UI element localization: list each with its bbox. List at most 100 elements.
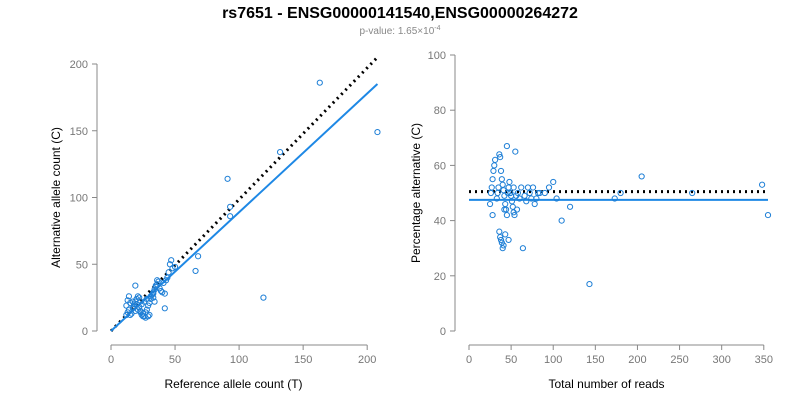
left-data-point	[227, 203, 234, 210]
left-data-point	[227, 213, 234, 220]
left-data-point	[192, 267, 199, 275]
left-data-point	[260, 294, 267, 301]
right-data-point	[512, 148, 519, 155]
right-data-point	[558, 217, 565, 224]
left-y-tick-label: 0	[82, 326, 88, 338]
right-data-point	[617, 189, 624, 197]
right-data-point	[499, 245, 506, 252]
left-data-point	[171, 263, 179, 271]
right-x-tick-label: 50	[505, 354, 517, 366]
right-data-point	[524, 184, 532, 191]
right-data-point	[496, 228, 503, 235]
right-data-point	[497, 234, 504, 241]
left-data-point	[374, 128, 381, 136]
right-data-point	[501, 192, 508, 199]
left-data-point	[151, 298, 158, 305]
right-data-point	[488, 184, 495, 191]
right-data-point	[511, 211, 518, 219]
right-x-tick-label: 150	[586, 354, 604, 366]
right-data-point	[501, 206, 508, 213]
right-data-point	[510, 184, 517, 191]
right-data-point	[505, 236, 512, 244]
left-x-tick-label: 50	[169, 354, 181, 366]
left-y-tick-label: 50	[76, 259, 88, 271]
left-data-point	[134, 293, 141, 300]
right-data-point	[505, 184, 512, 191]
right-data-point	[553, 195, 560, 202]
left-data-point	[161, 305, 168, 312]
left-data-point	[276, 149, 284, 156]
left-x-tick-label: 150	[294, 354, 312, 366]
right-data-point	[521, 192, 528, 199]
right-data-point	[611, 195, 618, 202]
right-data-point	[503, 142, 511, 150]
right-data-point	[503, 211, 511, 219]
right-x-tick-label: 200	[628, 354, 646, 366]
left-reference-line	[109, 56, 379, 333]
right-data-point	[507, 189, 514, 197]
left-data-point	[146, 311, 153, 319]
left-data-point	[127, 311, 134, 319]
right-x-tick-label: 0	[466, 354, 472, 366]
right-y-tick-label: 0	[440, 326, 446, 338]
right-data-point	[518, 184, 525, 191]
left-y-tick-label: 200	[70, 59, 88, 71]
left-data-point	[136, 294, 143, 301]
left-data-point	[132, 282, 139, 289]
right-data-point	[490, 167, 497, 175]
right-data-point	[498, 176, 505, 183]
right-y-axis-label: Percentage alternative (C)	[409, 123, 423, 263]
right-data-point	[759, 181, 766, 188]
right-data-point	[497, 236, 505, 244]
right-data-point	[531, 200, 538, 208]
left-data-point	[150, 290, 157, 297]
right-data-point	[499, 181, 506, 188]
right-y-tick-label: 80	[434, 105, 446, 117]
right-data-point	[541, 189, 548, 197]
right-data-point	[638, 173, 645, 180]
left-y-tick-label: 100	[70, 193, 88, 205]
right-y-tick-label: 60	[434, 160, 446, 172]
right-x-axis-label: Total number of reads	[548, 377, 664, 391]
right-x-tick-label: 350	[755, 354, 773, 366]
right-x-tick-label: 300	[712, 354, 730, 366]
left-y-tick-label: 150	[70, 126, 88, 138]
right-data-point	[502, 200, 509, 208]
right-data-point	[487, 189, 494, 197]
right-data-point	[486, 200, 494, 208]
right-data-point	[506, 178, 513, 186]
left-data-point	[154, 277, 161, 284]
right-data-point	[495, 184, 502, 191]
left-data-point	[137, 309, 144, 316]
right-x-tick-label: 100	[544, 354, 562, 366]
right-data-point	[492, 156, 499, 163]
left-data-point	[168, 257, 175, 264]
right-y-tick-label: 40	[434, 216, 446, 228]
right-data-point	[497, 167, 505, 175]
right-data-point	[489, 211, 496, 219]
right-data-point	[550, 178, 557, 186]
right-data-point	[545, 184, 553, 191]
left-y-axis-label: Alternative allele count (C)	[49, 127, 63, 268]
chart-title: rs7651 - ENSG00000141540,ENSG00000264272	[222, 5, 578, 22]
right-x-tick-label: 250	[670, 354, 688, 366]
left-data-point	[195, 253, 202, 260]
left-x-axis-label: Reference allele count (T)	[164, 377, 302, 391]
right-data-point	[519, 245, 527, 252]
right-data-point	[500, 242, 507, 249]
right-data-point	[491, 162, 498, 169]
right-data-point	[497, 154, 504, 161]
left-data-point	[161, 290, 168, 297]
right-data-point	[526, 189, 533, 197]
left-data-point	[143, 306, 150, 313]
right-y-tick-label: 100	[428, 50, 446, 62]
right-data-point	[513, 192, 520, 199]
right-data-point	[533, 195, 540, 202]
left-x-tick-label: 0	[108, 354, 114, 366]
right-data-point	[529, 184, 537, 191]
pvalue-prefix: p-value: 1.65×10	[359, 26, 434, 37]
right-data-point	[523, 198, 530, 205]
right-data-point	[513, 206, 521, 213]
right-data-point	[502, 231, 509, 238]
left-x-tick-label: 100	[230, 354, 248, 366]
